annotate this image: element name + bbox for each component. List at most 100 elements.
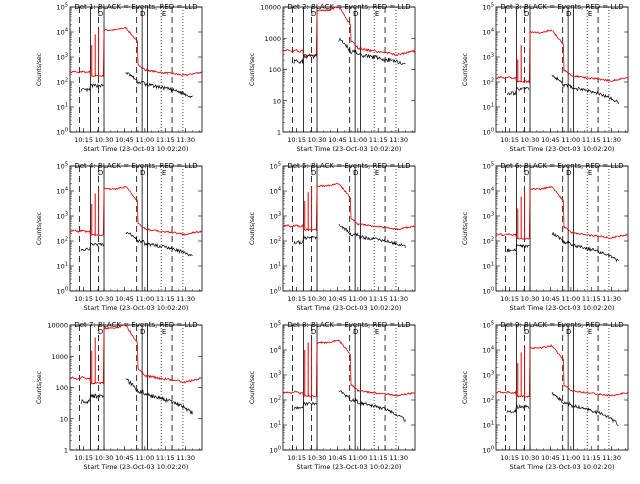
marker-label: D: [566, 10, 571, 18]
marker-label: E: [375, 169, 379, 177]
panel-title: Det 9: BLACK = Events, RED = LLD: [500, 321, 623, 329]
series-line-events: [506, 86, 530, 96]
plot-frame: [282, 6, 416, 133]
plot-frame: [282, 165, 416, 292]
series-line-events: [125, 72, 193, 99]
marker-label: D: [524, 169, 529, 177]
y-tick-label: 100: [270, 287, 281, 296]
series-line-lld: [70, 185, 202, 237]
panel-title: Det 4: BLACK = Events, RED = LLD: [74, 162, 197, 170]
series-line-events: [338, 38, 406, 65]
y-tick-label: 105: [483, 162, 494, 171]
plot-area: [283, 7, 415, 132]
y-axis-label: Counts/sec: [249, 371, 256, 404]
x-axis-label: Start Time (23-Oct-03 10:02:20): [297, 463, 402, 471]
x-tick-label: 11:15: [369, 295, 388, 303]
series-line-events: [293, 401, 317, 411]
panel-title: Det 7: BLACK = Events, RED = LLD: [74, 321, 197, 329]
marker-label: D: [140, 10, 145, 18]
x-tick-label: 11:15: [369, 454, 388, 462]
y-tick-label: 105: [57, 162, 68, 171]
x-axis-label: Start Time (23-Oct-03 10:02:20): [297, 304, 402, 312]
y-tick-label: 104: [57, 28, 68, 37]
x-tick-label: 10:30: [95, 136, 114, 144]
x-tick-label: 10:45: [115, 454, 134, 462]
x-tick-label: 10:45: [541, 454, 560, 462]
series-line-events: [80, 393, 104, 405]
marker-label: D: [353, 169, 358, 177]
marker-label: E: [162, 169, 166, 177]
x-tick-label: 10:15: [500, 454, 519, 462]
plot-area: [496, 166, 628, 291]
marker-label: D: [311, 328, 316, 336]
plot-area: [283, 166, 415, 291]
series-line-lld: [283, 182, 415, 232]
y-tick-label: 101: [483, 103, 494, 112]
marker-label: D: [140, 328, 145, 336]
series-line-lld: [496, 29, 628, 84]
x-axis-label: Start Time (23-Oct-03 10:02:20): [84, 304, 189, 312]
plot-frame: [495, 165, 629, 292]
x-axis-label: Start Time (23-Oct-03 10:02:20): [510, 145, 615, 153]
y-tick-label: 102: [483, 78, 494, 87]
y-tick-label: 10000: [47, 322, 68, 330]
panel-title: Det 5: BLACK = Events, RED = LLD: [287, 162, 410, 170]
y-tick-label: 100: [483, 128, 494, 137]
y-axis-label: Counts/sec: [462, 212, 469, 245]
plot-frame: [282, 324, 416, 451]
y-tick-label: 102: [483, 237, 494, 246]
x-tick-label: 11:15: [369, 136, 388, 144]
y-tick-label: 103: [57, 212, 68, 221]
marker-label: E: [375, 328, 379, 336]
y-tick-label: 101: [483, 421, 494, 430]
y-tick-label: 100: [269, 66, 281, 74]
series-line-lld: [283, 339, 415, 398]
x-tick-label: 11:30: [176, 454, 195, 462]
plot-frame: [69, 6, 203, 133]
x-tick-label: 11:30: [389, 454, 408, 462]
x-tick-label: 11:15: [582, 454, 601, 462]
x-axis-label: Start Time (23-Oct-03 10:02:20): [84, 145, 189, 153]
y-tick-label: 100: [483, 446, 494, 455]
panel-title: Det 2: BLACK = Events, RED = LLD: [287, 3, 410, 11]
y-tick-label: 104: [483, 187, 494, 196]
x-tick-label: 10:15: [74, 136, 93, 144]
x-tick-label: 11:30: [389, 136, 408, 144]
x-tick-label: 11:15: [582, 136, 601, 144]
series-line-events: [80, 83, 104, 93]
y-tick-label: 105: [57, 3, 68, 12]
series-line-events: [293, 53, 317, 65]
x-tick-label: 10:45: [115, 295, 134, 303]
y-tick-label: 10: [60, 415, 68, 423]
y-tick-label: 104: [483, 346, 494, 355]
plot-area: [496, 325, 628, 450]
y-tick-label: 101: [57, 262, 68, 271]
y-axis-label: Counts/sec: [36, 53, 43, 86]
x-tick-label: 11:00: [348, 454, 367, 462]
x-tick-label: 11:30: [602, 454, 621, 462]
y-tick-label: 104: [483, 28, 494, 37]
y-tick-label: 103: [483, 212, 494, 221]
y-tick-label: 103: [483, 371, 494, 380]
series-line-events: [506, 243, 530, 253]
x-axis-label: Start Time (23-Oct-03 10:02:20): [510, 463, 615, 471]
x-axis-label: Start Time (23-Oct-03 10:02:20): [510, 304, 615, 312]
series-line-events: [293, 235, 317, 246]
y-tick-label: 100: [270, 446, 281, 455]
x-tick-label: 11:00: [348, 295, 367, 303]
marker-label: D: [524, 10, 529, 18]
y-axis-label: Counts/sec: [36, 212, 43, 245]
marker-label: D: [566, 169, 571, 177]
panel-title: Det 8: BLACK = Events, RED = LLD: [287, 321, 410, 329]
y-tick-label: 101: [57, 103, 68, 112]
marker-label: D: [311, 169, 316, 177]
plot-area: [283, 325, 415, 450]
x-tick-label: 11:00: [561, 295, 580, 303]
marker-label: D: [524, 328, 529, 336]
y-tick-label: 1000: [264, 35, 281, 43]
x-tick-label: 11:00: [348, 136, 367, 144]
x-tick-label: 10:30: [521, 454, 540, 462]
marker-label: D: [353, 328, 358, 336]
y-tick-label: 105: [483, 3, 494, 12]
